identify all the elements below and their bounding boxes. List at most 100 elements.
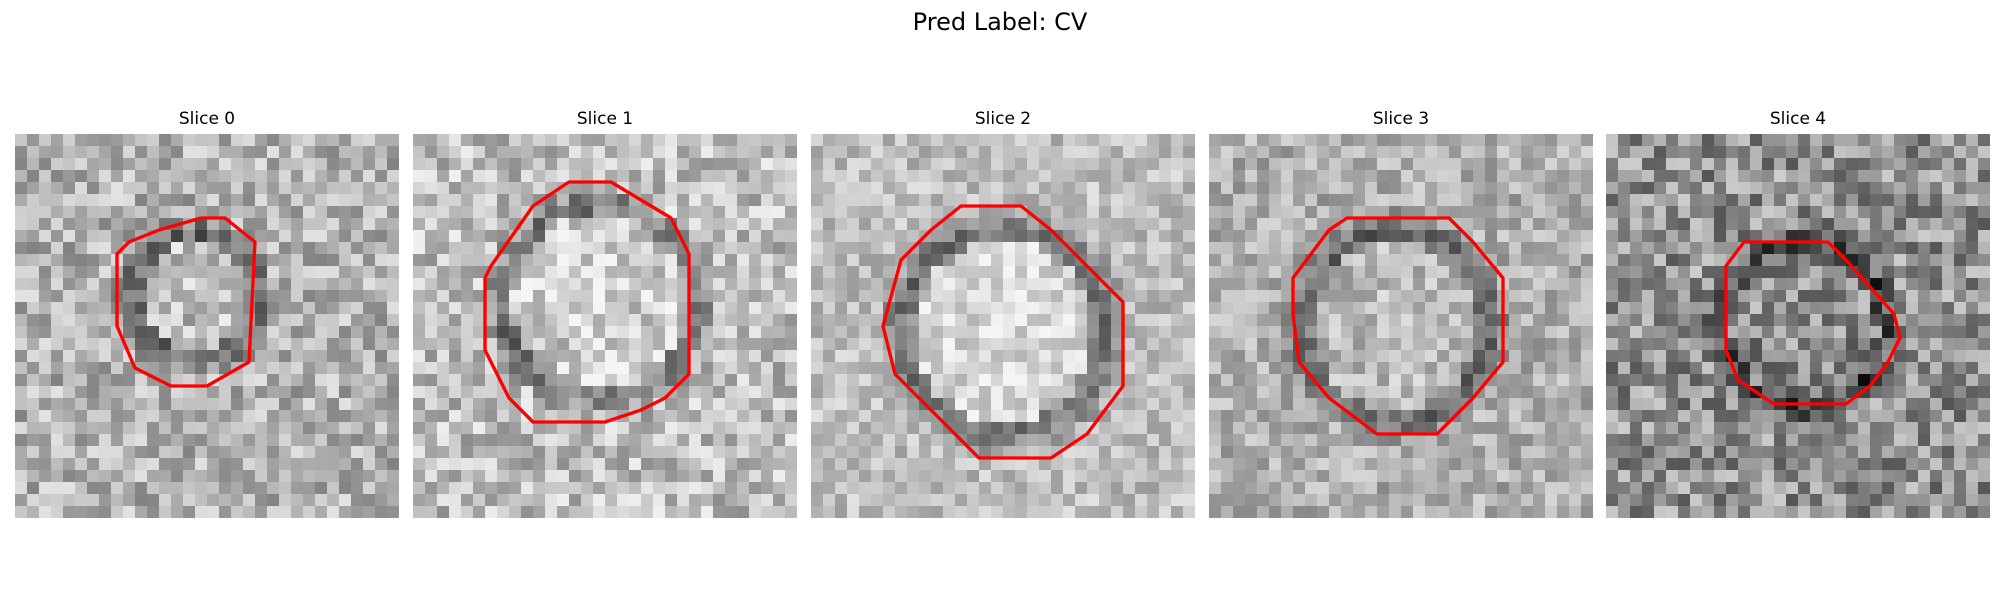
image-pixel bbox=[1726, 170, 1739, 183]
image-pixel bbox=[1798, 434, 1811, 447]
image-pixel bbox=[931, 422, 944, 435]
image-pixel bbox=[497, 362, 510, 375]
image-pixel bbox=[1353, 290, 1366, 303]
image-pixel bbox=[1317, 362, 1330, 375]
image-pixel bbox=[1183, 302, 1195, 315]
image-pixel bbox=[351, 494, 364, 507]
image-pixel bbox=[1473, 266, 1486, 279]
image-pixel bbox=[1654, 134, 1667, 147]
image-pixel bbox=[51, 254, 64, 267]
image-pixel bbox=[1389, 218, 1402, 231]
image-pixel bbox=[1750, 362, 1763, 375]
image-pixel bbox=[581, 146, 594, 159]
image-pixel bbox=[761, 230, 774, 243]
image-pixel bbox=[1750, 266, 1763, 279]
image-pixel bbox=[195, 458, 208, 471]
image-pixel bbox=[943, 266, 956, 279]
image-pixel bbox=[521, 350, 534, 363]
image-pixel bbox=[15, 362, 28, 375]
image-pixel bbox=[1425, 230, 1438, 243]
image-pixel bbox=[1159, 206, 1172, 219]
image-pixel bbox=[701, 314, 714, 327]
image-pixel bbox=[557, 482, 570, 495]
image-pixel bbox=[1111, 206, 1124, 219]
image-pixel bbox=[665, 446, 678, 459]
image-pixel bbox=[1233, 326, 1246, 339]
image-pixel bbox=[1666, 422, 1679, 435]
image-pixel bbox=[629, 170, 642, 183]
image-pixel bbox=[255, 482, 268, 495]
image-pixel bbox=[1111, 410, 1124, 423]
image-pixel bbox=[437, 482, 450, 495]
image-pixel bbox=[1846, 278, 1859, 291]
image-pixel bbox=[1015, 266, 1028, 279]
image-pixel bbox=[1051, 278, 1064, 291]
image-pixel bbox=[461, 194, 474, 207]
image-pixel bbox=[1401, 182, 1414, 195]
image-pixel bbox=[327, 506, 340, 518]
image-pixel bbox=[545, 170, 558, 183]
image-pixel bbox=[701, 470, 714, 483]
image-pixel bbox=[327, 422, 340, 435]
image-pixel bbox=[1918, 230, 1931, 243]
image-pixel bbox=[1389, 206, 1402, 219]
image-pixel bbox=[1930, 362, 1943, 375]
image-pixel bbox=[195, 206, 208, 219]
image-pixel bbox=[413, 446, 426, 459]
image-pixel bbox=[1654, 434, 1667, 447]
image-pixel bbox=[123, 218, 136, 231]
image-pixel bbox=[761, 314, 774, 327]
image-pixel bbox=[1135, 398, 1148, 411]
image-pixel bbox=[1437, 194, 1450, 207]
image-pixel bbox=[509, 158, 522, 171]
image-pixel bbox=[339, 134, 352, 147]
image-pixel bbox=[1497, 386, 1510, 399]
image-pixel bbox=[449, 134, 462, 147]
image-pixel bbox=[1497, 470, 1510, 483]
image-pixel bbox=[387, 422, 399, 435]
image-pixel bbox=[219, 458, 232, 471]
image-pixel bbox=[159, 326, 172, 339]
image-pixel bbox=[291, 482, 304, 495]
image-pixel bbox=[713, 290, 726, 303]
image-pixel bbox=[1581, 494, 1593, 507]
image-pixel bbox=[725, 350, 738, 363]
image-pixel bbox=[1726, 290, 1739, 303]
image-pixel bbox=[557, 362, 570, 375]
image-pixel bbox=[279, 302, 292, 315]
image-pixel bbox=[1690, 410, 1703, 423]
image-pixel bbox=[123, 482, 136, 495]
image-pixel bbox=[1654, 290, 1667, 303]
image-pixel bbox=[859, 218, 872, 231]
image-pixel bbox=[1233, 350, 1246, 363]
image-pixel bbox=[183, 278, 196, 291]
image-pixel bbox=[883, 434, 896, 447]
image-pixel bbox=[1147, 254, 1160, 267]
image-pixel bbox=[1678, 146, 1691, 159]
image-pixel bbox=[255, 362, 268, 375]
image-pixel bbox=[1147, 410, 1160, 423]
image-pixel bbox=[1557, 146, 1570, 159]
image-pixel bbox=[1533, 170, 1546, 183]
image-pixel bbox=[1413, 134, 1426, 147]
image-pixel bbox=[1377, 458, 1390, 471]
image-pixel bbox=[569, 482, 582, 495]
image-pixel bbox=[1233, 290, 1246, 303]
image-pixel bbox=[1389, 134, 1402, 147]
image-pixel bbox=[1111, 182, 1124, 195]
image-pixel bbox=[1099, 470, 1112, 483]
image-pixel bbox=[1618, 182, 1631, 195]
image-pixel bbox=[847, 266, 860, 279]
image-pixel bbox=[1425, 350, 1438, 363]
image-pixel bbox=[303, 446, 316, 459]
image-pixel bbox=[1762, 422, 1775, 435]
image-pixel bbox=[521, 314, 534, 327]
image-pixel bbox=[521, 434, 534, 447]
image-pixel bbox=[545, 362, 558, 375]
image-pixel bbox=[955, 362, 968, 375]
image-pixel bbox=[1966, 386, 1979, 399]
image-pixel bbox=[363, 194, 376, 207]
image-pixel bbox=[303, 410, 316, 423]
image-pixel bbox=[967, 194, 980, 207]
image-pixel bbox=[617, 314, 630, 327]
